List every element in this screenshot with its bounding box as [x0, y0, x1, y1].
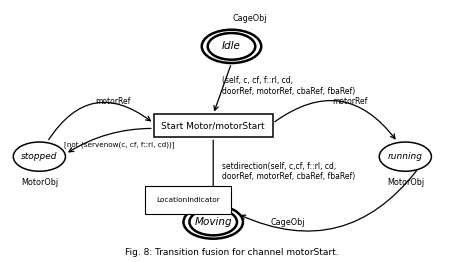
Text: MotorObj: MotorObj	[21, 178, 58, 187]
Text: LocationIndicator: LocationIndicator	[156, 197, 220, 203]
Text: motorRef: motorRef	[95, 97, 130, 106]
Text: Idle: Idle	[222, 41, 241, 51]
Text: Start Motor/motorStart: Start Motor/motorStart	[162, 121, 265, 130]
Text: CageObj: CageObj	[232, 14, 267, 23]
Text: motorRef: motorRef	[333, 97, 368, 106]
Text: (self, c, cf, f::rl, cd,
doorRef, motorRef, cbaRef, fbaRef): (self, c, cf, f::rl, cd, doorRef, motorR…	[222, 77, 356, 96]
Text: stopped: stopped	[21, 152, 57, 161]
Circle shape	[202, 30, 261, 63]
Text: Moving: Moving	[194, 217, 232, 227]
Text: [not (servenow(c, cf, f::rl, cd))]: [not (servenow(c, cf, f::rl, cd))]	[64, 142, 175, 149]
Text: MotorObj: MotorObj	[387, 178, 424, 187]
Text: running: running	[388, 152, 423, 161]
Text: Fig. 8: Transition fusion for channel motorStart.: Fig. 8: Transition fusion for channel mo…	[125, 248, 338, 257]
Circle shape	[379, 142, 432, 171]
Bar	[154, 114, 273, 137]
Circle shape	[13, 142, 65, 171]
Circle shape	[183, 205, 243, 239]
Text: CageObj: CageObj	[270, 217, 305, 227]
Text: setdirection(self, c,cf, f::rl, cd,
doorRef, motorRef, cbaRef, fbaRef): setdirection(self, c,cf, f::rl, cd, door…	[222, 162, 356, 181]
